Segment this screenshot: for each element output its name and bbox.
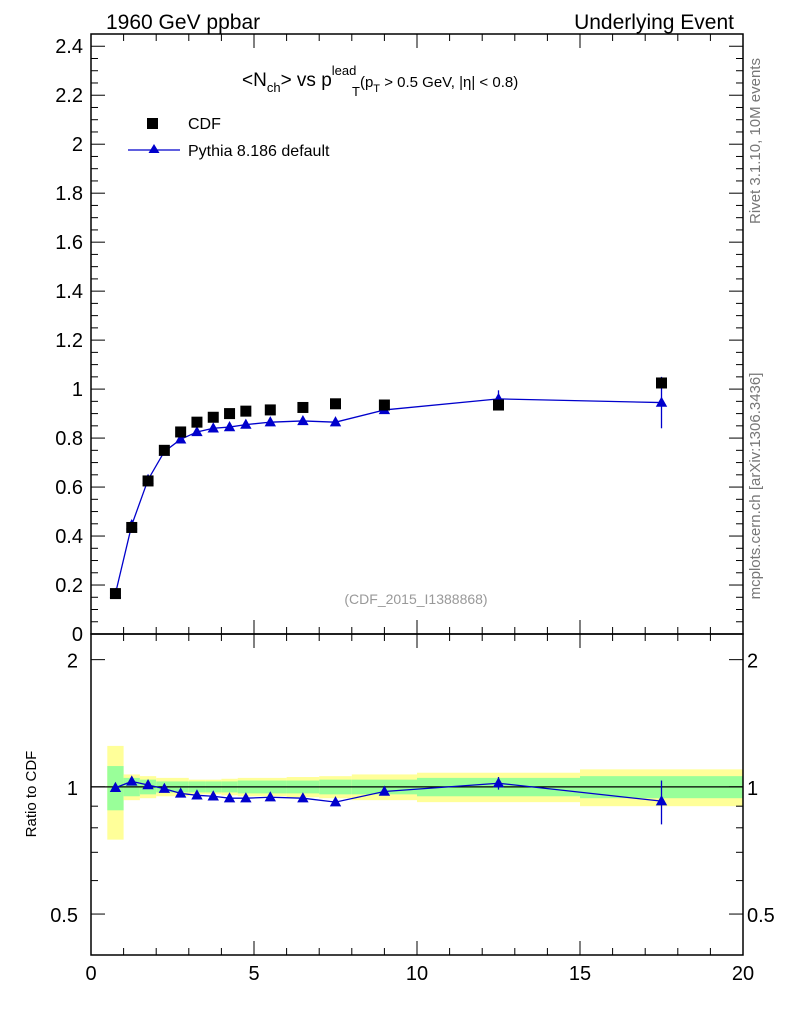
data-point	[142, 475, 154, 487]
ratio-mc-point	[264, 791, 276, 802]
y-tick-label: 0.2	[55, 575, 83, 597]
legend-mc-label: Pythia 8.186 default	[188, 143, 330, 160]
x-tick-label: 15	[569, 963, 591, 985]
legend: CDF Pythia 8.186 default	[128, 116, 330, 160]
y-tick-label: 1.6	[55, 232, 83, 254]
mc-point	[223, 421, 236, 432]
x-tick-label: 20	[732, 963, 754, 985]
ratio-mc-point	[207, 790, 219, 801]
y-tick-label: 1.8	[55, 183, 83, 205]
legend-data-label: CDF	[188, 116, 221, 133]
mc-point	[264, 416, 276, 427]
ratio-y-tick-label: 2	[67, 651, 78, 673]
title-main-2: > vs p	[281, 70, 332, 91]
title-eta: η	[463, 74, 471, 91]
data-point	[207, 411, 219, 423]
mc-point	[297, 414, 309, 426]
data-point	[297, 401, 309, 413]
ratio-mc-layer	[109, 775, 668, 825]
title-cut-2: > 0.5 GeV, |	[380, 74, 463, 91]
ratio-mc-point	[223, 792, 236, 803]
ratio-mc-point	[174, 787, 187, 798]
ratio-mc-point	[240, 792, 252, 803]
x-tick-label: 5	[248, 963, 259, 985]
y-tick-label: 2.2	[55, 85, 83, 107]
x-tick-label: 0	[85, 963, 96, 985]
y-tick-label: 0.4	[55, 526, 83, 548]
y-tick-label: 0	[72, 624, 83, 646]
title-sup-lead: lead	[332, 63, 357, 78]
mc-point	[240, 418, 252, 429]
data-point	[378, 399, 390, 411]
data-point	[158, 444, 170, 456]
analysis-id-label: (CDF_2015_I1388868)	[344, 591, 487, 607]
title-main: <N	[242, 70, 267, 91]
header-energy-label: 1960 GeV ppbar	[106, 11, 260, 34]
data-point	[109, 588, 121, 600]
mcplots-url-label: mcplots.cern.ch [arXiv:1306.3436]	[747, 373, 764, 600]
ratio-mc-point	[655, 795, 668, 806]
data-point	[224, 408, 236, 420]
mc-point	[207, 422, 219, 433]
y-tick-label: 0.6	[55, 477, 83, 499]
data-point	[264, 404, 276, 416]
ratio-y-tick-label-right: 0.5	[747, 905, 775, 927]
data-point	[493, 399, 504, 411]
data-point	[126, 521, 138, 533]
ratio-mc-point	[191, 789, 203, 800]
ratio-mc-point	[158, 782, 171, 793]
ratio-mc-point	[329, 796, 342, 807]
ratio-mc-point	[142, 779, 154, 790]
y-tick-label: 2.4	[55, 36, 83, 58]
title-cut-3: | < 0.8)	[471, 74, 518, 91]
ratio-mc-point	[378, 785, 391, 796]
ratio-y-tick-label: 1	[67, 778, 78, 800]
ratio-mc-point	[297, 792, 309, 803]
legend-data-marker	[147, 118, 158, 129]
mc-point	[655, 396, 668, 407]
ratio-mc-point	[109, 781, 122, 792]
mc-point	[191, 425, 203, 437]
ratio-y-tick-label: 0.5	[50, 905, 78, 927]
y-tick-label: 1.2	[55, 330, 83, 352]
ratio-y-axis-label: Ratio to CDF	[23, 751, 40, 838]
title-cut-1: (p	[360, 74, 373, 91]
data-point	[330, 398, 341, 410]
ratio-y-tick-label-right: 2	[747, 651, 758, 673]
chart-title: <Nch> vs plead T(pT > 0.5 GeV, |η| < 0.8)	[242, 63, 518, 99]
data-point	[191, 416, 203, 428]
y-tick-label: 2	[72, 134, 83, 156]
title-cut-sub-T: T	[373, 83, 380, 95]
axes-layer: 0 5 10 15 20 0 0.2 0.4 0.6 0.8 1 1.2 1.4 1.6 1.8 2 2.2 2.…	[50, 33, 775, 985]
mc-point	[174, 433, 187, 444]
legend-mc-marker	[148, 144, 160, 153]
ratio-mc-point	[492, 777, 505, 788]
data-series-layer	[109, 377, 667, 600]
x-tick-label: 10	[406, 963, 428, 985]
y-tick-label: 1.4	[55, 281, 83, 303]
header-process-label: Underlying Event	[574, 11, 734, 34]
ratio-y-tick-label-right: 1	[747, 778, 758, 800]
y-tick-label: 0.8	[55, 428, 83, 450]
data-point	[240, 405, 252, 417]
data-point	[656, 377, 667, 389]
rivet-version-label: Rivet 3.1.10, 10M events	[747, 58, 764, 224]
mc-point	[329, 416, 342, 427]
ratio-band-layer	[107, 745, 743, 840]
ratio-mc-point	[126, 775, 138, 786]
title-sub-ch: ch	[267, 80, 281, 95]
title-sub-T: T	[352, 84, 360, 99]
data-point	[175, 426, 187, 438]
y-tick-label: 1	[72, 379, 83, 401]
